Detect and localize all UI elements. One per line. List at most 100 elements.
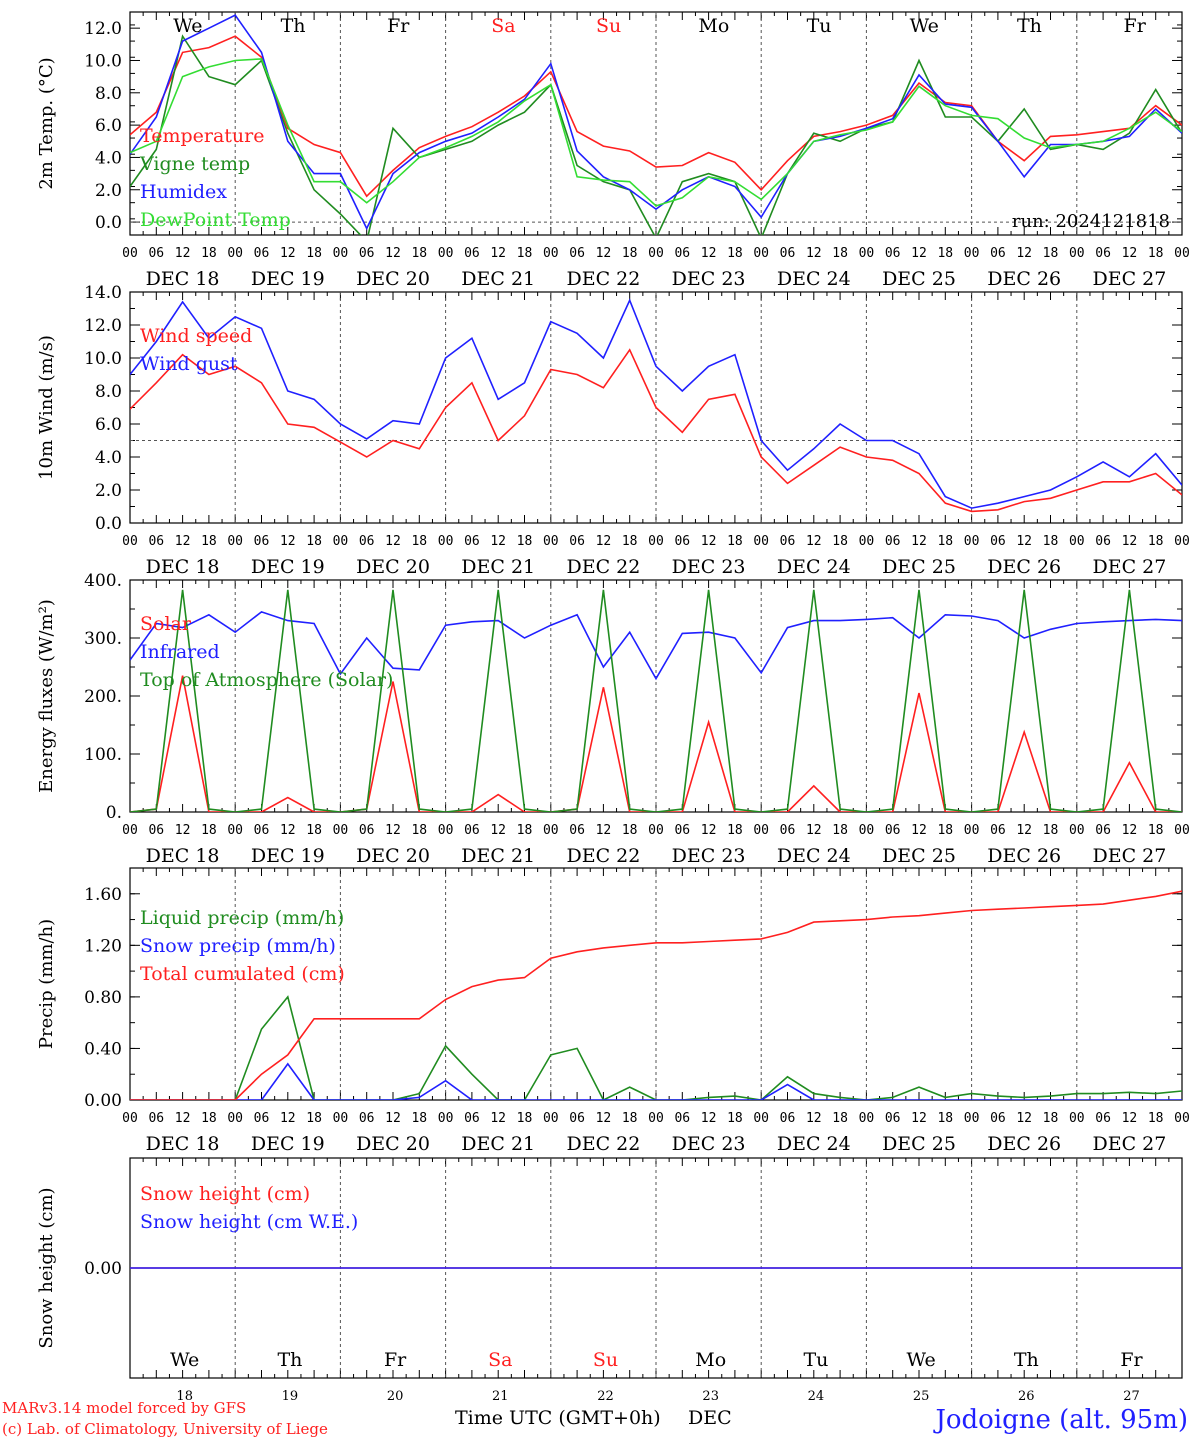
date-label: DEC 23 — [672, 556, 746, 578]
y-tick-label: 6.0 — [95, 415, 122, 435]
hour-label: 00 — [438, 246, 454, 261]
y-tick-label: 14.0 — [84, 283, 122, 303]
hour-label: 12 — [1122, 1111, 1138, 1126]
hour-label: 00 — [227, 1111, 243, 1126]
hour-label: 18 — [1043, 823, 1059, 838]
legend-entry: Wind speed — [140, 325, 252, 347]
hour-label: 12 — [385, 534, 401, 549]
hour-label: 18 — [1148, 823, 1164, 838]
series-line — [130, 58, 1182, 207]
y-tick-label: 4.0 — [95, 148, 122, 168]
series-line — [130, 348, 1182, 513]
date-label: DEC 24 — [777, 268, 851, 290]
y-tick-label: 8.0 — [95, 84, 122, 104]
hour-label: 18 — [727, 823, 743, 838]
hour-label: 18 — [1043, 534, 1059, 549]
hour-label: 00 — [1069, 823, 1085, 838]
date-label: DEC 27 — [1092, 556, 1166, 578]
hour-label: 18 — [201, 246, 217, 261]
hour-label: 18 — [411, 534, 427, 549]
date-label: DEC 24 — [777, 556, 851, 578]
hour-label: 00 — [438, 534, 454, 549]
hour-label: 06 — [1095, 823, 1111, 838]
y-tick-label: 10.0 — [84, 349, 122, 369]
hour-label: 18 — [937, 534, 953, 549]
hour-label: 00 — [859, 246, 875, 261]
legend-entry: Infrared — [140, 641, 220, 663]
hour-label: 06 — [148, 1111, 164, 1126]
hour-label: 06 — [990, 1111, 1006, 1126]
hour-label: 00 — [122, 823, 138, 838]
hour-label: 00 — [543, 534, 559, 549]
day-number-label: 27 — [1123, 1389, 1140, 1404]
hour-label: 06 — [674, 246, 690, 261]
date-label: DEC 19 — [251, 268, 325, 290]
date-label: DEC 20 — [356, 845, 430, 867]
date-label: DEC 20 — [356, 268, 430, 290]
temp-ylabel: 2m Temp. (°C) — [36, 57, 57, 189]
legend-entry: Humidex — [140, 181, 227, 203]
weekday-label: Fr — [384, 1349, 407, 1371]
hour-label: 18 — [727, 1111, 743, 1126]
hour-label: 00 — [438, 1111, 454, 1126]
date-label: DEC 20 — [356, 1133, 430, 1155]
hour-label: 06 — [464, 823, 480, 838]
weekday-label: Mo — [695, 1349, 726, 1371]
hour-label: 12 — [280, 246, 296, 261]
weekday-label: Fr — [1124, 15, 1147, 37]
date-label: DEC 27 — [1092, 1133, 1166, 1155]
legend-entry: Snow height (cm W.E.) — [140, 1211, 358, 1233]
run-label: run: 2024121818 — [1012, 211, 1170, 232]
hour-label: 18 — [727, 246, 743, 261]
y-tick-label: 0.0 — [95, 514, 122, 534]
hour-label: 00 — [333, 823, 349, 838]
y-tick-label: 4.0 — [95, 448, 122, 468]
hour-label: 12 — [911, 823, 927, 838]
day-number-label: 23 — [702, 1389, 719, 1404]
hour-label: 18 — [517, 823, 533, 838]
hour-label: 12 — [806, 246, 822, 261]
hour-label: 00 — [1174, 246, 1190, 261]
hour-label: 00 — [227, 246, 243, 261]
date-label: DEC 26 — [987, 556, 1061, 578]
hour-label: 06 — [990, 246, 1006, 261]
y-tick-label: 0.80 — [84, 988, 122, 1008]
hour-label: 00 — [859, 534, 875, 549]
wind-ylabel: 10m Wind (m/s) — [36, 335, 57, 480]
hour-label: 18 — [937, 246, 953, 261]
hour-label: 18 — [1148, 1111, 1164, 1126]
hour-label: 18 — [306, 246, 322, 261]
hour-label: 12 — [596, 534, 612, 549]
date-label: DEC 26 — [987, 845, 1061, 867]
hour-label: 06 — [359, 534, 375, 549]
y-tick-label: 0.00 — [84, 1259, 122, 1279]
snow-panel: 0.00 Snow height (cm) Snow height (cm) Snow… — [36, 1157, 1183, 1404]
date-label: DEC 19 — [251, 556, 325, 578]
hour-label: 12 — [490, 1111, 506, 1126]
legend-entry: Temperature — [140, 125, 264, 147]
legend-entry: DewPoint Temp — [140, 209, 291, 231]
hour-label: 12 — [1122, 246, 1138, 261]
hour-label: 00 — [964, 534, 980, 549]
date-label: DEC 22 — [566, 1133, 640, 1155]
hour-label: 06 — [1095, 534, 1111, 549]
y-tick-label: 2.0 — [95, 481, 122, 501]
y-tick-label: 100. — [84, 745, 122, 765]
hour-label: 18 — [622, 823, 638, 838]
hour-label: 12 — [911, 246, 927, 261]
wind-panel: 0.0 2.0 4.0 6.0 8.0 10.0 12.0 14.0 10m Wind (m/s… — [36, 283, 1190, 578]
weekday-label: We — [910, 15, 939, 37]
hour-label: 12 — [490, 823, 506, 838]
hour-label: 00 — [333, 534, 349, 549]
series-line — [130, 1062, 1182, 1100]
series-line — [130, 675, 1182, 812]
date-label: DEC 25 — [882, 268, 956, 290]
hour-label: 00 — [648, 534, 664, 549]
weekday-label: Fr — [1120, 1349, 1143, 1371]
hour-label: 18 — [1043, 246, 1059, 261]
date-label: DEC 18 — [146, 556, 220, 578]
hour-label: 12 — [1122, 823, 1138, 838]
hour-label: 12 — [385, 246, 401, 261]
weekday-label: Th — [281, 15, 306, 37]
